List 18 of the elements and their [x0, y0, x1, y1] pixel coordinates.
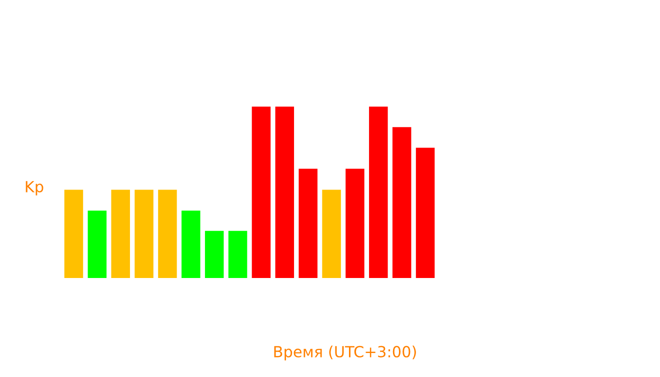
bar	[416, 148, 435, 278]
bar	[88, 210, 107, 278]
bar	[275, 106, 294, 278]
bar	[204, 230, 224, 278]
bar	[228, 230, 248, 278]
bar	[392, 127, 412, 278]
bar	[369, 106, 388, 278]
bar	[111, 190, 130, 278]
bar	[182, 210, 200, 278]
bar	[134, 190, 154, 278]
bar	[346, 168, 364, 278]
bar	[252, 106, 271, 278]
bar	[158, 190, 177, 278]
bar	[322, 190, 341, 278]
y-axis-title: Kp	[26, 181, 44, 196]
bar	[298, 168, 318, 278]
x-axis-title: Время (UTC+3:00)	[274, 346, 416, 360]
bar	[64, 190, 84, 278]
